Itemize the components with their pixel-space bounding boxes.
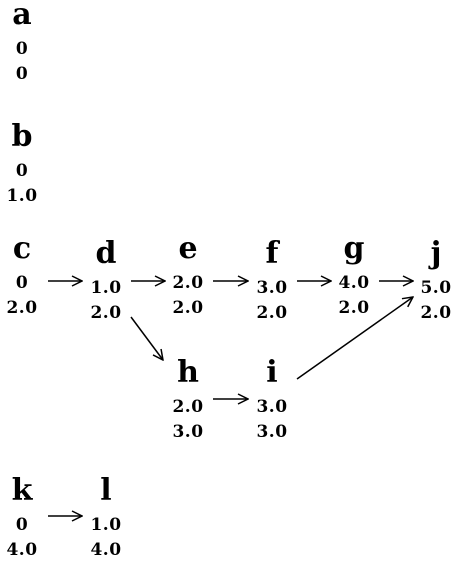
node-value-bottom: 2.0	[90, 303, 121, 323]
node-b: b 0 1.0	[6, 119, 37, 206]
node-label: d	[96, 236, 117, 271]
node-g: g 4.0 2.0	[338, 231, 369, 318]
node-value-bottom: 2.0	[420, 303, 451, 323]
node-c: c 0 2.0	[6, 231, 37, 318]
node-value-top: 2.0	[172, 273, 203, 293]
node-value-top: 5.0	[420, 278, 451, 298]
edge-d-h	[130, 316, 163, 360]
node-value-top: 0	[16, 39, 28, 59]
node-d: d 1.0 2.0	[90, 236, 121, 323]
node-label: c	[13, 231, 31, 266]
node-h: h 2.0 3.0	[172, 355, 203, 442]
node-value-bottom: 3.0	[256, 422, 287, 442]
node-f: f 3.0 2.0	[256, 236, 287, 323]
node-value-bottom: 4.0	[6, 540, 37, 560]
node-value-top: 4.0	[338, 273, 369, 293]
node-value-bottom: 0	[16, 64, 28, 84]
node-e: e 2.0 2.0	[172, 231, 203, 318]
node-label: j	[428, 236, 442, 271]
node-label: k	[12, 473, 34, 508]
node-label: e	[178, 231, 197, 266]
edge-i-j	[296, 297, 413, 380]
node-label: l	[100, 473, 111, 508]
node-label: h	[177, 355, 199, 390]
node-label: f	[266, 236, 281, 271]
node-value-top: 3.0	[256, 278, 287, 298]
node-value-bottom: 1.0	[6, 186, 37, 206]
node-value-bottom: 2.0	[172, 298, 203, 318]
node-label: b	[12, 119, 33, 154]
node-value-bottom: 4.0	[90, 540, 121, 560]
nodes-layer: a 0 0 b 0 1.0 c 0 2.0 d 1.0 2.0 e 2.0 2.0 f 3.0 2.0 g 4.0 2.…	[6, 0, 451, 560]
node-k: k 0 4.0	[6, 473, 37, 560]
node-value-top: 0	[16, 161, 28, 181]
node-value-bottom: 3.0	[172, 422, 203, 442]
edges-layer	[48, 281, 413, 516]
node-value-top: 2.0	[172, 397, 203, 417]
node-value-bottom: 2.0	[256, 303, 287, 323]
node-value-bottom: 2.0	[338, 298, 369, 318]
node-value-top: 1.0	[90, 278, 121, 298]
node-j: j 5.0 2.0	[420, 236, 451, 323]
node-i: i 3.0 3.0	[256, 355, 287, 442]
node-value-top: 0	[16, 515, 28, 535]
node-label: a	[12, 0, 31, 32]
node-value-top: 0	[16, 273, 28, 293]
node-label: g	[344, 231, 365, 266]
node-label: i	[266, 355, 277, 390]
node-value-top: 3.0	[256, 397, 287, 417]
node-l: l 1.0 4.0	[90, 473, 121, 560]
node-value-top: 1.0	[90, 515, 121, 535]
node-a: a 0 0	[12, 0, 31, 84]
node-value-bottom: 2.0	[6, 298, 37, 318]
